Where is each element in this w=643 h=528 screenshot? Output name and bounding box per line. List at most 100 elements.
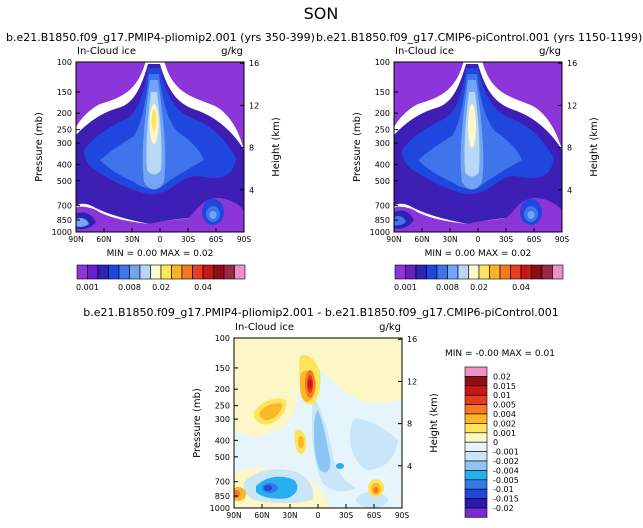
panel-c-title: b.e21.B1850.f09_g17.PMIP4-pliomip2.001 -… — [83, 306, 559, 319]
panel-c-legend-label: 0.01 — [493, 391, 511, 400]
panel-a-colorbar-swatch — [129, 264, 141, 280]
panel-c-legend-label: -0.001 — [493, 448, 519, 457]
panel-b-field — [394, 62, 562, 232]
panel-a-colorbar-swatch — [97, 264, 109, 280]
panel-c-ytick-label: 700 — [215, 478, 230, 487]
panel-c-xtick-label: 90N — [226, 511, 241, 520]
panel-a-ytick-label: 700 — [57, 202, 72, 211]
panel-a-colorbar-swatch — [118, 264, 130, 280]
panel-c-ytick-label: 500 — [215, 453, 230, 462]
panel-c-legend-swatch — [464, 488, 488, 499]
panel-c-ytick-label: 250 — [215, 402, 230, 411]
panel-b-stats: MIN = 0.00 MAX = 0.02 — [425, 249, 532, 259]
panel-c-legend-swatch — [464, 423, 488, 434]
panel-b-xtick-label: 90N — [386, 235, 401, 244]
panel-a-xtick-label: 60S — [209, 235, 224, 244]
panel-c-legend-swatch — [464, 404, 488, 415]
panel-c-xtick-label: 30N — [282, 511, 297, 520]
panel-b-colorbar-swatch — [478, 264, 490, 280]
panel-b-colorbar-swatch — [405, 264, 417, 280]
panel-a-colorbar-swatch — [76, 264, 88, 280]
panel-b-y2tick-label: 12 — [567, 101, 577, 110]
panel-c-region-pos-0.01-core — [308, 379, 312, 389]
panel-c-region-neg-small — [336, 463, 344, 469]
panel-b-colorbar-label: 0.001 — [394, 283, 417, 292]
panel-c-legend-label: -0.002 — [493, 457, 519, 466]
panel-c-units-label: g/kg — [379, 322, 401, 333]
panel-c-legend-label: -0.02 — [493, 504, 514, 513]
panel-c-legend-label: -0.005 — [493, 476, 519, 485]
panel-c-legend-swatch — [464, 460, 488, 471]
panel-a-ytick-label: 400 — [57, 160, 72, 169]
panel-b-ytick-label: 850 — [375, 216, 390, 225]
panel-c-ytick-label: 300 — [215, 415, 230, 424]
panel-c-y2tick-label: 8 — [407, 420, 412, 429]
panel-b-variable-label: In-Cloud ice — [395, 46, 454, 57]
panel-c-region-neg-broad — [350, 418, 398, 470]
panel-a-y2tick-label: 16 — [249, 59, 259, 68]
panel-c-legend-label: 0.004 — [493, 410, 516, 419]
panel-b-colorbar-label: 0.008 — [436, 283, 459, 292]
panel-c-legend-swatch — [464, 470, 488, 481]
panel-b-y2tick-label: 8 — [567, 144, 572, 153]
panel-c-xtick-label: 30S — [339, 511, 354, 520]
panel-b-xtick-label: 30N — [442, 235, 457, 244]
panel-c-region-neg-blob — [356, 492, 388, 508]
panel-c-stats: MIN = -0.00 MAX = 0.01 — [445, 349, 555, 359]
panel-c-legend-swatch — [464, 394, 488, 405]
panel-a-colorbar-label: 0.02 — [152, 283, 170, 292]
panel-a-blob-sh-core — [209, 211, 217, 219]
panel-b-ytick-label: 1000 — [370, 228, 390, 237]
panel-c-y2tick-label: 16 — [407, 335, 417, 344]
panel-a-ytick-label: 150 — [57, 88, 72, 97]
panel-a-colorbar-swatch — [192, 264, 204, 280]
panel-b-ytick-label: 300 — [375, 139, 390, 148]
panel-c-ytick-label: 200 — [215, 385, 230, 394]
panel-c-legend-swatch — [464, 385, 488, 396]
panel-a-ylabel: Pressure (mb) — [34, 112, 45, 182]
panel-a-colorbar-swatch — [181, 264, 193, 280]
panel-c-legend-label: 0.001 — [493, 429, 516, 438]
panel-c-legend-label: -0.004 — [493, 466, 519, 475]
panel-a-xtick-label: 30N — [124, 235, 139, 244]
panel-b-ytick-label: 200 — [375, 109, 390, 118]
panel-a-xtick-label: 30S — [181, 235, 196, 244]
panel-b-xtick-label: 60S — [527, 235, 542, 244]
panel-a-colorbar-label: 0.04 — [194, 283, 212, 292]
panel-a-region-0.001 — [76, 62, 244, 150]
panel-c-legend-label: 0 — [493, 438, 498, 447]
panel-a-y2tick-label: 8 — [249, 144, 254, 153]
panel-b-xtick-label: 30S — [499, 235, 514, 244]
panel-c-y2label: Height (km) — [429, 393, 440, 453]
panel-a-ytick-label: 100 — [57, 58, 72, 67]
panel-c-legend-label: 0.02 — [493, 372, 511, 381]
panel-b-xtick-label: 60N — [414, 235, 429, 244]
panel-a-colorbar-label: 0.008 — [118, 283, 141, 292]
panel-a-region-lower — [76, 196, 244, 232]
panel-b-colorbar-swatch — [415, 264, 427, 280]
panel-b-colorbar-swatch — [394, 264, 406, 280]
panel-c-legend-swatch — [464, 498, 488, 509]
panel-c-variable-label: In-Cloud ice — [235, 322, 294, 333]
panel-a-field — [76, 62, 244, 232]
panel-b-blob-sh-core — [527, 211, 535, 219]
panel-c-region-pos-tropics-mid-inner — [298, 436, 304, 448]
panel-c-ytick-label: 400 — [215, 436, 230, 445]
panel-a-title: b.e21.B1850.f09_g17.PMIP4-pliomip2.001 (… — [6, 31, 315, 44]
panel-c-legend-label: -0.015 — [493, 495, 519, 504]
panel-b-blob-nh-inner — [394, 215, 406, 226]
panel-a-colorbar-label: 0.001 — [76, 283, 99, 292]
panel-a-stats: MIN = 0.00 MAX = 0.02 — [107, 249, 214, 259]
panel-b-ytick-label: 100 — [375, 58, 390, 67]
panel-c-legend-label: 0.015 — [493, 382, 516, 391]
panel-c-ytick-label: 100 — [215, 334, 230, 343]
panel-c: In-Cloud ice g/kg Pressure (mb) Height (… — [192, 321, 555, 520]
panel-c-ytick-label: 150 — [215, 364, 230, 373]
panel-c-legend-label: 0.005 — [493, 401, 516, 410]
panel-b-title: b.e21.B1850.f09_g17.CMIP6-piControl.001 … — [316, 31, 642, 44]
panel-a-xtick-label: 90S — [237, 235, 252, 244]
panel-b-region-lower — [394, 196, 562, 232]
panel-a-ytick-label: 250 — [57, 126, 72, 135]
panel-b-colorbar-swatch — [447, 264, 459, 280]
